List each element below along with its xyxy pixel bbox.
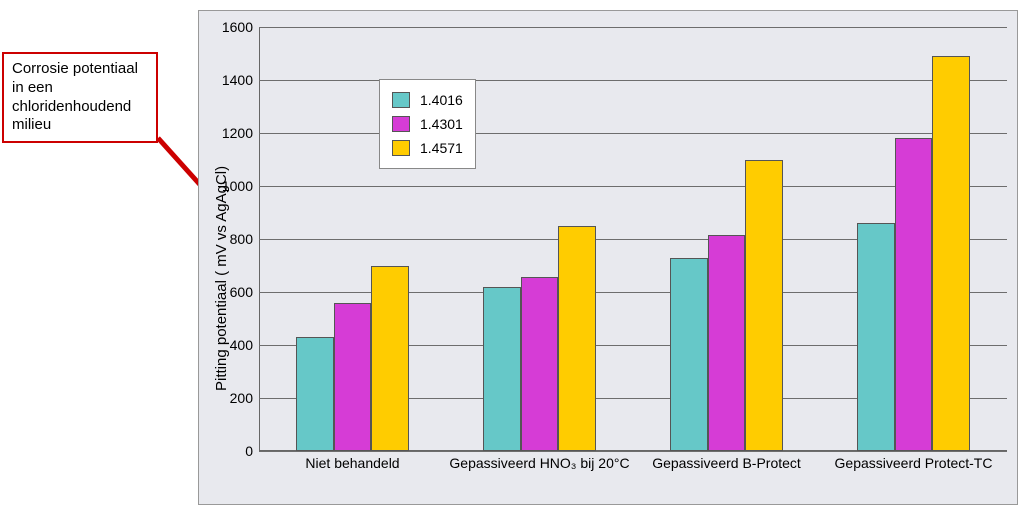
chart-bar bbox=[670, 258, 707, 451]
ytick-label: 1200 bbox=[213, 125, 253, 141]
xtick-label: Gepassiveerd B-Protect bbox=[636, 455, 817, 471]
xtick-label: Gepassiveerd HNO₃ bij 20°C bbox=[449, 455, 630, 471]
ytick-label: 0 bbox=[213, 443, 253, 459]
chart-bar bbox=[483, 287, 520, 451]
callout-box: Corrosie potentiaal in een chloridenhoud… bbox=[2, 52, 158, 143]
xtick-label: Niet behandeld bbox=[262, 455, 443, 471]
gridline bbox=[259, 133, 1007, 134]
xtick-label: Gepassiveerd Protect-TC bbox=[823, 455, 1004, 471]
chart-bar bbox=[521, 277, 558, 451]
chart-bar bbox=[932, 56, 969, 451]
legend-item: 1.4571 bbox=[390, 136, 465, 160]
chart-bar bbox=[857, 223, 894, 451]
chart-ylabel: Pitting potentiaal ( mV vs AgAgCl) bbox=[213, 166, 230, 391]
gridline bbox=[259, 80, 1007, 81]
legend-label: 1.4301 bbox=[420, 116, 463, 132]
chart-bar bbox=[745, 160, 782, 452]
legend-swatch bbox=[392, 116, 410, 132]
ytick-label: 400 bbox=[213, 337, 253, 353]
callout-text: Corrosie potentiaal in een chloridenhoud… bbox=[12, 60, 138, 133]
chart-bar bbox=[334, 303, 371, 451]
legend-swatch bbox=[392, 92, 410, 108]
ytick-label: 1000 bbox=[213, 178, 253, 194]
chart-bar bbox=[708, 235, 745, 451]
chart-area: Pitting potentiaal geslepen K240 roestva… bbox=[198, 10, 1018, 505]
legend-label: 1.4016 bbox=[420, 92, 463, 108]
gridline bbox=[259, 451, 1007, 452]
plot-area bbox=[259, 27, 1007, 451]
chart-bar bbox=[558, 226, 595, 451]
legend-swatch bbox=[392, 140, 410, 156]
chart-bar bbox=[371, 266, 408, 452]
legend: 1.4016 1.4301 1.4571 bbox=[379, 79, 476, 169]
ytick-label: 1400 bbox=[213, 72, 253, 88]
chart-bar bbox=[296, 337, 333, 451]
ytick-label: 600 bbox=[213, 284, 253, 300]
gridline bbox=[259, 27, 1007, 28]
legend-item: 1.4301 bbox=[390, 112, 465, 136]
ytick-label: 200 bbox=[213, 390, 253, 406]
chart-bar bbox=[895, 138, 932, 451]
ytick-label: 1600 bbox=[213, 19, 253, 35]
ytick-label: 800 bbox=[213, 231, 253, 247]
legend-item: 1.4016 bbox=[390, 88, 465, 112]
legend-label: 1.4571 bbox=[420, 140, 463, 156]
